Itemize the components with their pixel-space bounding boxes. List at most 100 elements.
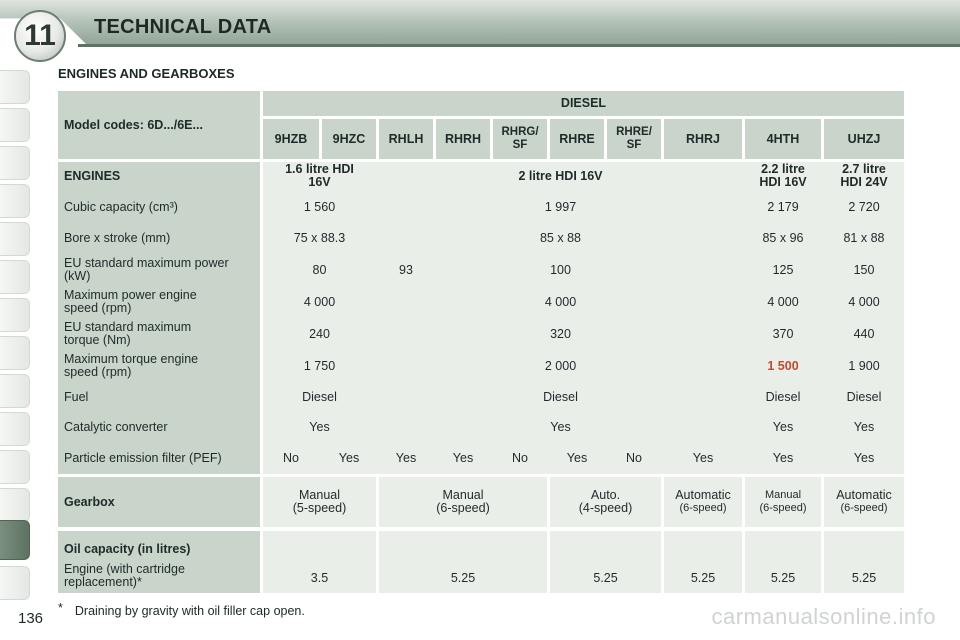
value-cell: 370: [772, 326, 794, 341]
diesel-group-label: DIESEL: [263, 91, 904, 116]
gearbox-type: Manual: [764, 489, 802, 501]
model-code: 9HZB: [263, 119, 319, 159]
gearbox-detail: (4-speed): [578, 501, 633, 515]
value-cell: 85 x 88: [539, 230, 581, 245]
value-cell: 81 x 88: [843, 230, 885, 245]
gearbox-cell: Auto. (4-speed): [550, 477, 661, 527]
value-cell: No: [283, 450, 299, 465]
watermark: carmanualsonline.info: [711, 604, 936, 629]
chapter-tab[interactable]: [0, 374, 30, 408]
value-cell: Yes: [853, 450, 875, 465]
engine-name: 2.7 litre HDI 24V: [840, 162, 888, 189]
value-cell: No: [626, 450, 642, 465]
row-label-catalytic: Catalytic converter: [64, 419, 168, 434]
chapter-tab[interactable]: [0, 108, 30, 142]
gearbox-detail: (6-speed): [436, 501, 490, 515]
chapter-tab-active[interactable]: [0, 520, 30, 560]
footnote: * Draining by gravity with oil filler cap…: [58, 601, 305, 618]
gearbox-cell: Automatic (6-speed): [824, 477, 904, 527]
value-cell: 5.25: [745, 531, 821, 593]
value-cell: 75 x 88.3: [293, 230, 346, 245]
gearbox-type: Manual: [299, 488, 340, 502]
value-cell: Yes: [338, 450, 360, 465]
engine-values-area: [263, 162, 904, 474]
value-cell: 2 720: [848, 199, 880, 214]
value-cell: 320: [550, 326, 571, 341]
value-cell: Yes: [772, 419, 794, 434]
chapter-tab[interactable]: [0, 412, 30, 446]
value-cell: 2 000: [544, 358, 577, 373]
model-code: RHRG/ SF: [493, 119, 547, 159]
value-cell: 150: [853, 262, 875, 277]
chapter-tab[interactable]: [0, 450, 30, 484]
gearbox-type: Auto.: [590, 488, 621, 502]
value-cell: 440: [853, 326, 875, 341]
gearbox-cell: Manual (5-speed): [263, 477, 376, 527]
value-cell: 93: [399, 262, 413, 277]
value-cell: 5.25: [664, 531, 742, 593]
value-cell: Diesel: [543, 389, 578, 404]
header-rule: [78, 44, 960, 47]
section-title: ENGINES AND GEARBOXES: [58, 66, 235, 81]
value-cell: 3.5: [263, 531, 376, 593]
value-cell: Yes: [853, 419, 875, 434]
gearbox-type: Manual: [442, 488, 484, 502]
value-cell: Diesel: [846, 389, 882, 404]
value-cell: Yes: [550, 419, 571, 434]
value-cell: Diesel: [302, 389, 337, 404]
chapter-tab[interactable]: [0, 184, 30, 218]
value-cell: 1 900: [848, 358, 880, 373]
value-cell: 4 000: [303, 294, 336, 309]
model-codes-label: Model codes: 6D.../6E...: [58, 91, 260, 159]
engines-label: ENGINES: [64, 168, 121, 183]
model-code: RHLH: [379, 119, 433, 159]
gearbox-detail: (6-speed): [679, 502, 727, 514]
value-cell: Yes: [692, 450, 714, 465]
value-cell: 85 x 96: [762, 230, 804, 245]
model-code: RHRH: [436, 119, 490, 159]
value-cell: Yes: [772, 450, 794, 465]
model-code: UHZJ: [824, 119, 904, 159]
chapter-tab[interactable]: [0, 260, 30, 294]
engine-name: 2.2 litre HDI 16V: [759, 162, 807, 189]
row-sublabel-oil-engine: Engine (with cartridge replacement)*: [64, 562, 185, 589]
value-cell: 1 997: [544, 199, 577, 214]
chapter-badge: 11: [14, 10, 66, 62]
page-number: 136: [18, 610, 44, 627]
value-cell-highlighted: 1 500: [767, 358, 799, 373]
row-label-oil-capacity: Oil capacity (in litres): [64, 541, 191, 556]
chapter-tab[interactable]: [0, 488, 30, 522]
oil-label-cell: [58, 531, 260, 593]
chapter-title: TECHNICAL DATA: [94, 16, 272, 38]
row-label-pef: Particle emission filter (PEF): [64, 450, 222, 465]
row-label-max-power: EU standard maximum power (kW): [64, 256, 229, 283]
value-cell: 5.25: [824, 531, 904, 593]
footnote-text: Draining by gravity with oil filler cap …: [74, 604, 305, 618]
chapter-tab[interactable]: [0, 336, 30, 370]
gearbox-detail: (6-speed): [759, 502, 807, 514]
model-code: 9HZC: [322, 119, 376, 159]
value-cell: 5.25: [379, 531, 547, 593]
chapter-tab[interactable]: [0, 70, 30, 104]
value-cell: 125: [772, 262, 794, 277]
chapter-tab[interactable]: [0, 222, 30, 256]
value-cell: 100: [550, 262, 571, 277]
row-labels-column: [58, 162, 260, 474]
value-cell: Yes: [395, 450, 417, 465]
value-cell: 80: [312, 262, 327, 277]
chapter-tab[interactable]: [0, 146, 30, 180]
model-code: RHRJ: [664, 119, 742, 159]
value-cell: 4 000: [767, 294, 799, 309]
row-label-bore-stroke: Bore x stroke (mm): [64, 230, 171, 245]
value-cell: 4 000: [848, 294, 880, 309]
value-cell: No: [512, 450, 528, 465]
value-cell: Yes: [566, 450, 588, 465]
row-label-cubic-capacity: Cubic capacity (cm³): [64, 199, 178, 214]
row-label-fuel: Fuel: [64, 389, 89, 404]
value-cell: 4 000: [544, 294, 577, 309]
gearbox-cell: Automatic (6-speed): [664, 477, 742, 527]
row-label-max-torque: EU standard maximum torque (Nm): [64, 320, 192, 347]
chapter-tab[interactable]: [0, 298, 30, 332]
chapter-tab[interactable]: [0, 566, 30, 600]
value-cell: 240: [309, 326, 330, 341]
